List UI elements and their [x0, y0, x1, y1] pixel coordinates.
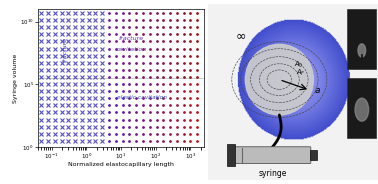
Text: elastic cavitation: elastic cavitation: [117, 95, 167, 100]
Text: cavitation: cavitation: [116, 47, 147, 52]
Text: $a$: $a$: [314, 86, 321, 95]
Bar: [226, 144, 235, 166]
Circle shape: [245, 44, 313, 115]
Text: fracture: fracture: [63, 37, 68, 62]
Ellipse shape: [355, 98, 369, 121]
Text: $\infty$: $\infty$: [235, 29, 246, 42]
Ellipse shape: [358, 44, 366, 57]
Text: $A_F$: $A_F$: [296, 68, 305, 78]
Bar: [310, 150, 317, 160]
Text: syringe: syringe: [258, 169, 287, 178]
Y-axis label: Syringe volume: Syringe volume: [14, 54, 19, 103]
Bar: [347, 78, 376, 138]
Text: fracture: fracture: [119, 36, 144, 40]
Bar: [347, 9, 376, 69]
Text: $A_0$: $A_0$: [294, 59, 303, 70]
X-axis label: Normalized elastocapillary length: Normalized elastocapillary length: [68, 162, 174, 167]
FancyBboxPatch shape: [232, 147, 311, 164]
